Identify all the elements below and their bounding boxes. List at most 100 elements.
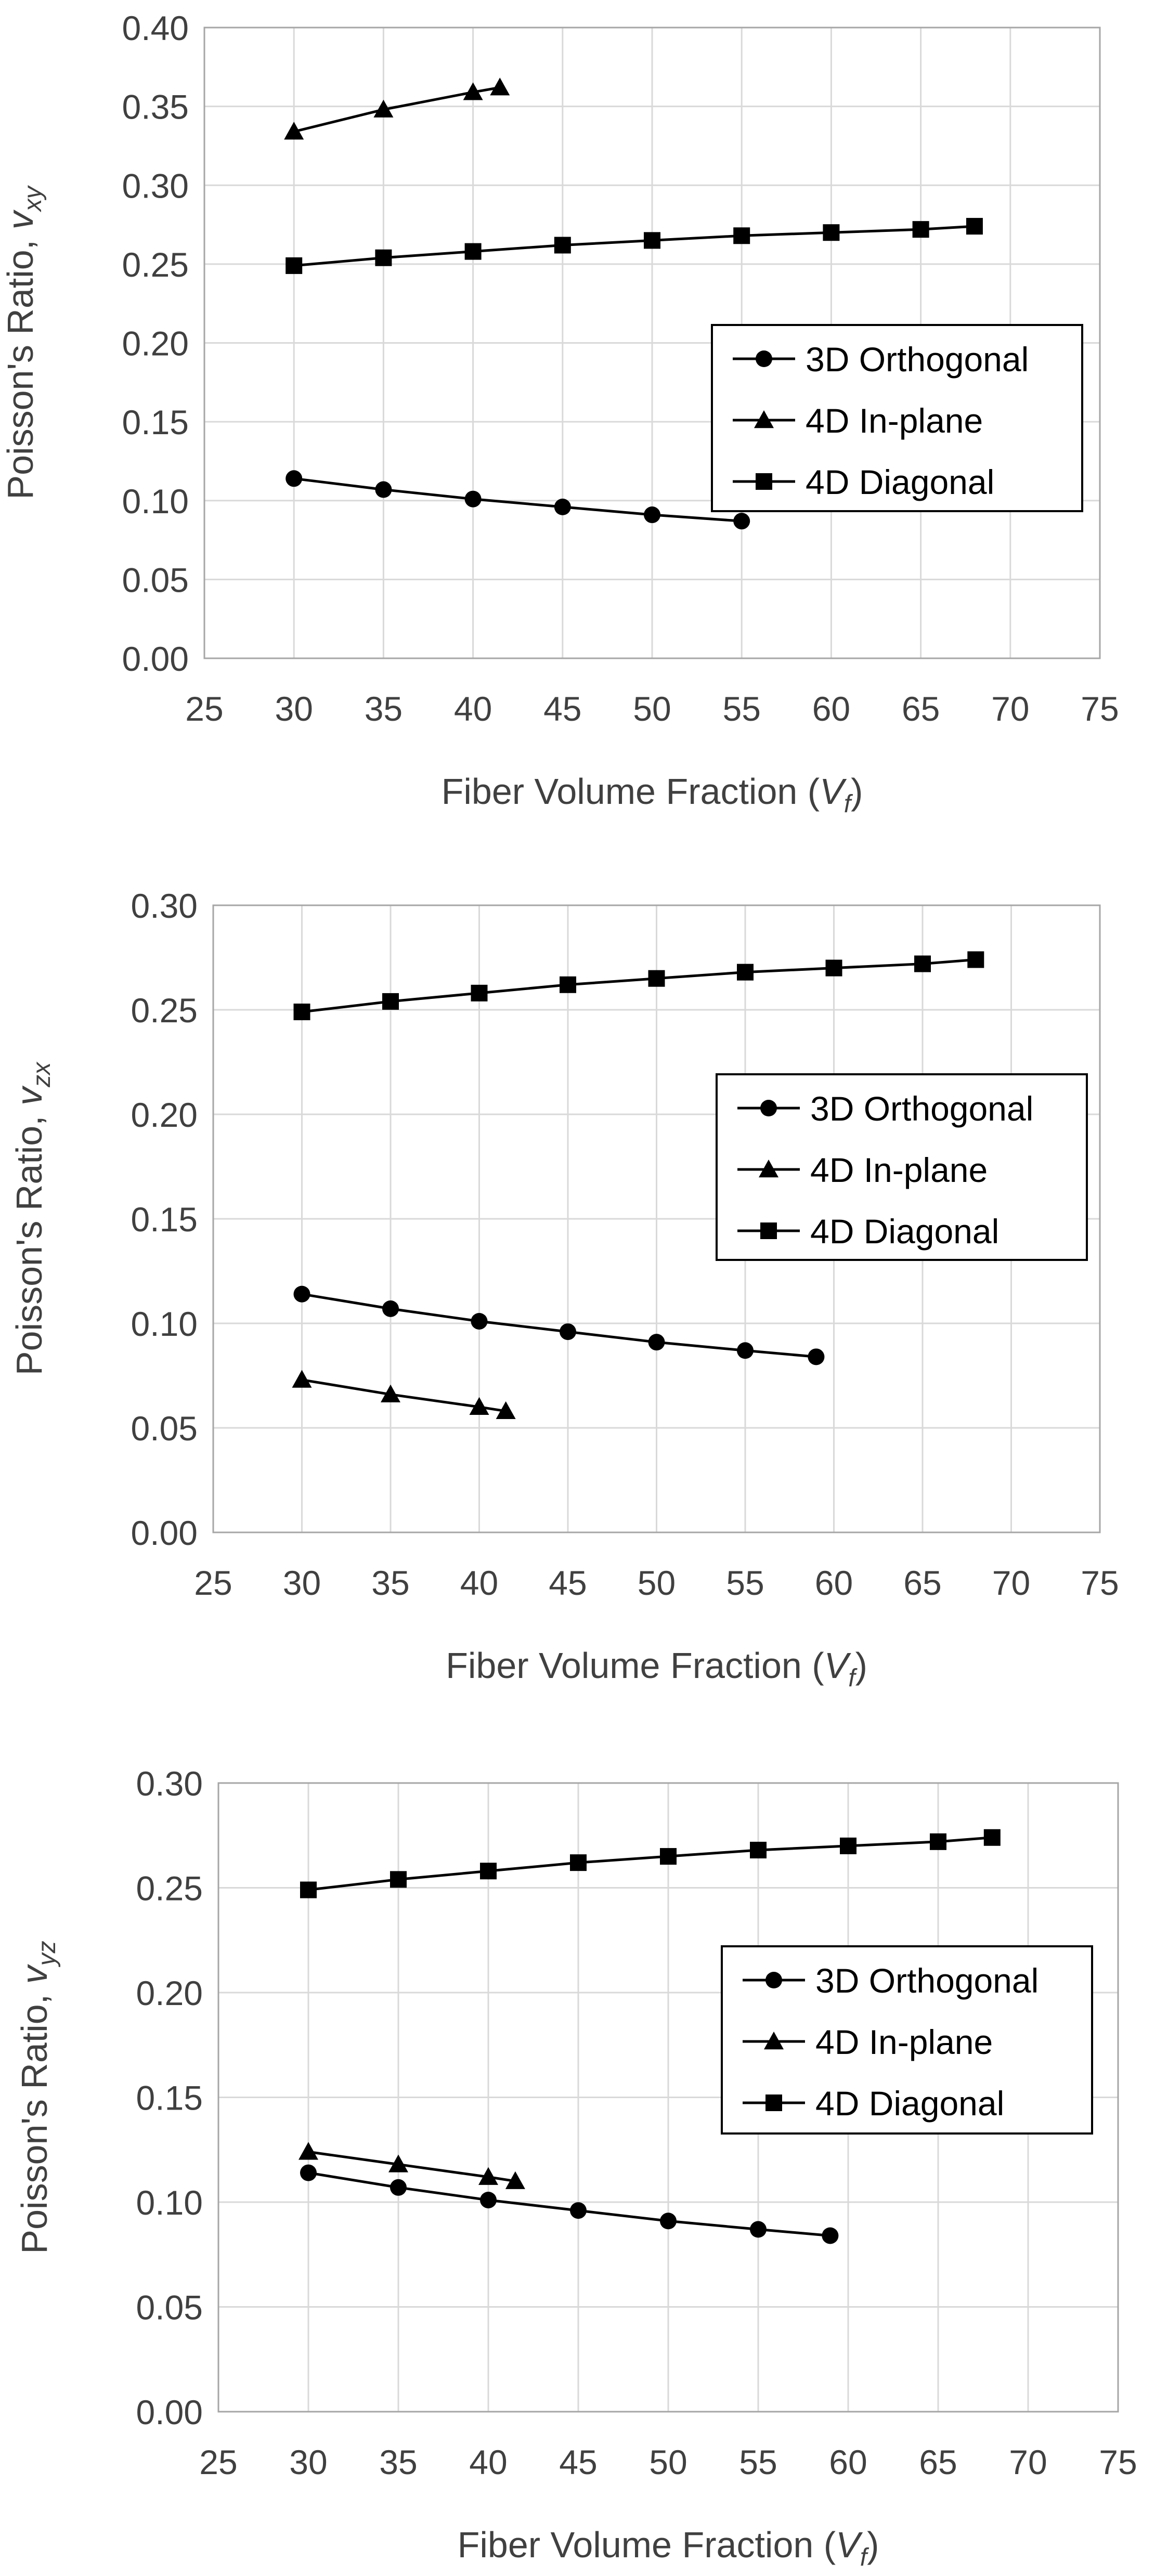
legend-marker [756,350,772,367]
x-axis-title-text: Fiber Volume Fraction ( [458,2525,836,2565]
x-tick-label: 55 [722,689,760,728]
x-tick-label: 40 [454,689,492,728]
data-point [300,2164,317,2181]
chart-1: 0.00 0.05 0.10 0.15 0.20 0.25 0.30 0.35 0.40 25 30… [0,9,1119,818]
x-tick-label: 25 [199,2443,237,2481]
y-tick-label: 0.10 [122,482,189,521]
legend-label: 4D In-plane [815,2023,993,2061]
chart-2: 0.00 0.05 0.10 0.15 0.20 0.25 0.30 25 30 35 40 45 50… [9,887,1119,1692]
data-point [480,2191,497,2208]
y-tick-label: 0.40 [122,9,189,47]
series-3d-orthogonal [285,470,750,530]
x-tick-label: 60 [815,1564,853,1602]
data-point [570,2202,587,2219]
data-point [285,257,303,274]
legend-label: 4D In-plane [810,1151,988,1189]
x-tick-label: 35 [365,689,403,728]
x-axis-title: Fiber Volume Fraction (Vf) [458,2525,879,2571]
x-tick-label: 45 [549,1564,587,1602]
legend-marker [764,2032,784,2050]
legend: 3D Orthogonal 4D In-plane 4D Diagonal [711,324,1083,512]
y-tick-label: 0.10 [131,1305,198,1343]
legend-marker [754,410,774,428]
x-axis-title-var: V [836,2525,863,2565]
x-tick-label: 25 [194,1564,232,1602]
data-point [463,82,483,100]
y-axis-title-text: Poisson's Ratio, [14,1984,55,2254]
y-axis-title-var: v [0,209,41,229]
legend-marker [765,1972,782,1988]
x-tick-label: 65 [903,1564,941,1602]
y-axis-title: Poisson's Ratio, vzx [9,1061,56,1375]
plot-area [217,1782,1119,2413]
legend-label: 4D In-plane [806,401,983,440]
series-4d-in-plane [299,2142,525,2189]
data-point [912,221,929,238]
data-point [299,2142,318,2160]
legend-label: 4D Diagonal [806,463,994,501]
data-point [375,481,392,498]
data-point [471,1312,488,1330]
x-axis-title-close: ) [867,2525,879,2565]
y-axis-title-sub: zx [28,1061,56,1088]
legend-marker [756,473,772,490]
series-4d-diagonal [293,951,984,1021]
y-tick-label: 0.30 [122,166,189,205]
legend: 3D Orthogonal 4D In-plane 4D Diagonal [721,1945,1093,2135]
data-point [284,122,304,140]
data-point [570,1854,587,1871]
y-tick-label: 0.00 [122,640,189,678]
data-point [300,1881,317,1898]
x-tick-label: 60 [829,2443,867,2481]
x-tick-label: 70 [991,689,1029,728]
legend-box [711,324,1083,512]
y-tick-label: 0.20 [122,324,189,363]
data-point [822,2227,839,2244]
y-axis-title: Poisson's Ratio, vxy [0,185,47,499]
y-axis-title-var: v [14,1963,55,1984]
series-line [293,225,975,267]
legend-label: 3D Orthogonal [815,1961,1039,2000]
data-point [733,513,750,530]
y-axis-title-sub: yz [33,1941,61,1967]
y-axis-title-sub: xy [19,185,47,212]
legend-marker [760,1100,777,1116]
x-axis-title-var: V [820,771,847,812]
x-tick-label: 30 [283,1564,321,1602]
y-tick-label: 0.00 [131,1514,198,1552]
data-point [914,955,931,972]
data-point [464,490,482,508]
series-line [308,2150,516,2183]
y-tick-label: 0.20 [131,1096,198,1134]
legend-marker [760,1222,777,1239]
y-tick-label: 0.35 [122,88,189,126]
data-point [825,959,842,977]
x-axis-title-close: ) [851,771,863,812]
data-point [560,976,576,993]
x-tick-label: 65 [902,689,940,728]
x-tick-label: 75 [1081,1564,1119,1602]
legend-marker [759,1160,778,1178]
y-tick-label: 0.10 [136,2183,203,2222]
data-point [750,1841,767,1858]
x-tick-label: 25 [185,689,223,728]
x-axis-title-text: Fiber Volume Fraction ( [442,771,820,812]
y-tick-label: 0.25 [136,1869,203,1908]
x-tick-label: 70 [992,1564,1030,1602]
y-tick-label: 0.05 [131,1409,198,1448]
data-point [966,218,983,235]
plot-area [203,27,1101,659]
x-tick-label: 60 [812,689,850,728]
x-tick-label: 50 [633,689,671,728]
x-tick-label: 35 [371,1564,409,1602]
data-point [750,2221,767,2238]
legend: 3D Orthogonal 4D In-plane 4D Diagonal [716,1073,1088,1261]
series-4d-diagonal [285,218,983,274]
x-tick-label: 75 [1081,689,1119,728]
legend-label: 3D Orthogonal [806,340,1029,379]
y-tick-label: 0.25 [131,991,198,1030]
y-tick-label: 0.05 [122,561,189,599]
data-point [293,1285,310,1303]
x-tick-label: 50 [638,1564,676,1602]
data-point [823,224,840,241]
